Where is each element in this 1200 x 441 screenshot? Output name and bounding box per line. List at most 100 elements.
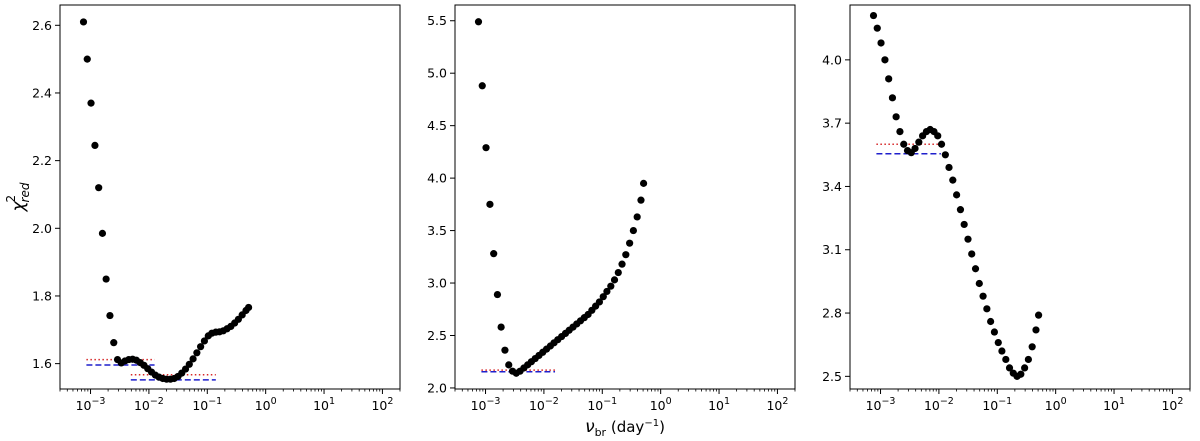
panel-1-data-point xyxy=(197,343,205,351)
x-tick-exponent: −1 xyxy=(603,396,617,407)
x-tick-exponent: 1 xyxy=(1119,396,1125,407)
panel-2-data-point xyxy=(595,298,604,306)
panel-1-data-point xyxy=(87,99,95,107)
panel-1-x-tick-label: 10−3 xyxy=(76,396,106,413)
x-axis-title-unit-exp: −1 xyxy=(644,418,659,429)
panel-1-data-point xyxy=(83,55,91,63)
panel-1-y-tick-label: 1.8 xyxy=(32,288,52,303)
panel-1-data-point xyxy=(244,303,253,312)
panel-3-data-point xyxy=(1032,326,1040,334)
x-tick-exponent: −2 xyxy=(545,396,559,407)
x-tick-base: 10 xyxy=(76,398,92,413)
x-tick-exponent: 2 xyxy=(782,396,788,407)
x-tick-exponent: 2 xyxy=(387,396,393,407)
panel-1-frame xyxy=(59,4,401,390)
x-axis-title: νbr (day−1) xyxy=(585,417,665,439)
panel-3-data-point xyxy=(953,191,961,199)
panel-2-data-point xyxy=(639,179,648,187)
panel-1-x-tick-label: 10−1 xyxy=(192,396,222,413)
panel-2-x-tick-label: 100 xyxy=(650,396,672,413)
x-tick-exponent: −1 xyxy=(998,396,1012,407)
panel-1-data-point xyxy=(189,355,197,363)
panel-3-x-tick-label: 10−2 xyxy=(924,396,954,413)
panel-2-y-tick-label: 3.0 xyxy=(427,276,447,291)
panel-3-y-tick-label: 3.1 xyxy=(822,242,842,257)
panel-2-data-point xyxy=(618,260,626,268)
panel-1-data-point xyxy=(200,337,209,345)
panel-3-data-point xyxy=(971,265,980,273)
panel-3-y-tick-label: 3.4 xyxy=(822,179,842,194)
panel-2-y-tick-label: 4.0 xyxy=(427,171,447,186)
panel-3-data-point xyxy=(941,151,949,159)
panel-1-data-point xyxy=(79,18,88,26)
panel-2-data-point xyxy=(637,196,645,204)
x-tick-base: 10 xyxy=(650,398,666,413)
panel-2: 10−3 10−2 10−1 100 101 1022.02.53.03.54.04.55… xyxy=(427,4,796,413)
x-tick-base: 10 xyxy=(255,398,271,413)
panel-1-y-tick-label: 2.6 xyxy=(32,18,52,33)
panel-3-data-point xyxy=(1021,364,1029,372)
panel-3-x-tick-label: 102 xyxy=(1161,396,1183,413)
x-axis-title-unit: (day xyxy=(606,418,644,436)
panel-1-x-tick-label: 100 xyxy=(255,396,277,413)
x-tick-exponent: 2 xyxy=(1177,396,1183,407)
panel-3-y-tick-label: 2.5 xyxy=(822,369,842,384)
panel-3-y-tick-label: 2.8 xyxy=(822,306,842,321)
panel-2-data-point xyxy=(493,290,502,299)
panel-3-data-point xyxy=(990,328,999,336)
x-axis-title-symbol: ν xyxy=(585,417,595,437)
panel-3-x-tick-label: 10−3 xyxy=(866,396,896,413)
panel-3-data-point xyxy=(869,11,878,20)
panel-3-data-point xyxy=(956,206,965,214)
panel-2-y-tick-label: 5.0 xyxy=(427,66,447,81)
panel-2-data-point xyxy=(478,82,486,90)
y-axis-title-symbol: χ xyxy=(9,201,29,213)
panel-2-data-point xyxy=(599,293,607,301)
panel-3-y-tick-label: 3.7 xyxy=(822,116,842,131)
x-tick-base: 10 xyxy=(866,398,882,413)
panel-1-data-point xyxy=(95,184,103,192)
panel-2-data-point xyxy=(629,226,637,235)
panel-2-x-tick-label: 101 xyxy=(708,396,730,413)
panel-2-data-point xyxy=(474,18,483,26)
panel-1-y-tick-label: 2.4 xyxy=(32,85,52,100)
panel-1-x-tick-label: 101 xyxy=(313,396,335,413)
x-axis-title-close: ) xyxy=(659,418,665,436)
panel-3-data-point xyxy=(968,250,976,258)
y-axis-title: χred2 xyxy=(4,182,32,212)
x-tick-base: 10 xyxy=(529,398,545,413)
panel-3-data-point xyxy=(885,75,893,83)
panel-2-x-tick-label: 10−2 xyxy=(529,396,559,413)
x-tick-exponent: 0 xyxy=(271,396,277,407)
panel-3-x-tick-label: 101 xyxy=(1103,396,1125,413)
panel-2-data-point xyxy=(501,346,509,354)
panel-1-data-point xyxy=(102,275,110,283)
panel-1-data-point xyxy=(91,141,99,150)
panel-2-y-tick-label: 2.5 xyxy=(427,328,447,343)
panel-3-data-point xyxy=(960,220,968,229)
panel-3-data-point xyxy=(937,140,946,148)
x-tick-exponent: 0 xyxy=(1061,396,1067,407)
x-tick-base: 10 xyxy=(313,398,329,413)
panel-3-data-point xyxy=(873,24,881,32)
x-tick-base: 10 xyxy=(708,398,724,413)
x-tick-base: 10 xyxy=(471,398,487,413)
panel-2-y-tick-label: 2.0 xyxy=(427,380,447,395)
y-axis-title-sup: 2 xyxy=(4,195,18,203)
panel-2-x-tick-label: 10−3 xyxy=(471,396,501,413)
panel-3-data-point xyxy=(983,305,991,313)
panel-3-data-point xyxy=(1002,355,1010,364)
x-tick-exponent: −1 xyxy=(208,396,222,407)
x-axis-title-sub: br xyxy=(595,426,607,439)
panel-2-data-point xyxy=(610,276,619,284)
panel-1-data-point xyxy=(185,360,193,368)
panel-3-data-point xyxy=(975,279,983,288)
panel-2-data-point xyxy=(497,323,505,331)
x-tick-exponent: −3 xyxy=(486,396,500,407)
x-tick-base: 10 xyxy=(924,398,940,413)
panel-3-data-point xyxy=(888,94,897,102)
panel-3-data-point xyxy=(877,39,885,47)
x-tick-base: 10 xyxy=(134,398,150,413)
panel-2-data-point xyxy=(622,251,630,259)
panel-3-y-tick-label: 4.0 xyxy=(822,52,842,67)
